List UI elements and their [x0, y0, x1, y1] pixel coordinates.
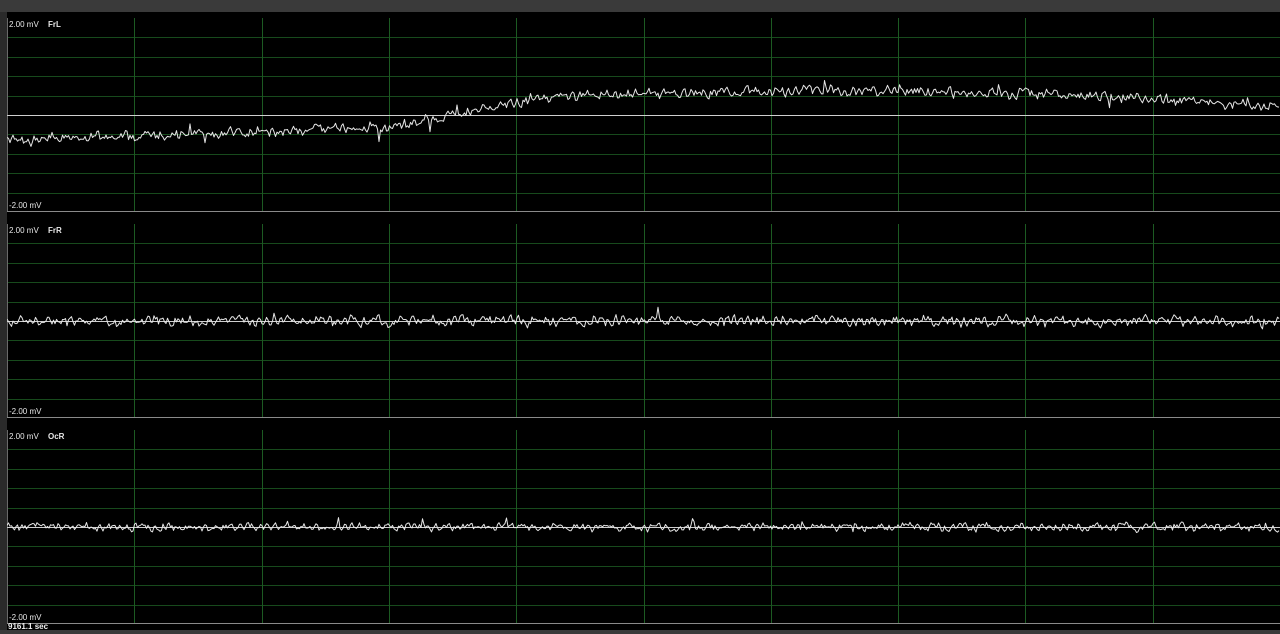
scale-top-label: 2.00 mV: [9, 226, 39, 235]
channel-trace-plot: [7, 430, 1280, 624]
eeg-viewer[interactable]: 2.00 mV FrL -2.00 mV 2.00 mV FrR -2.00 m…: [7, 12, 1280, 630]
eeg-trace: [7, 517, 1280, 533]
time-readout: 9161.1 sec: [8, 622, 49, 631]
channel-panel-ocr[interactable]: 2.00 mV OcR -2.00 mV: [7, 430, 1280, 624]
scale-bottom-label: -2.00 mV: [9, 613, 42, 622]
channel-panel-frl[interactable]: 2.00 mV FrL -2.00 mV: [7, 18, 1280, 212]
window-top-bar: [0, 0, 1280, 12]
scale-bottom-label: -2.00 mV: [9, 407, 42, 416]
scale-bottom-label: -2.00 mV: [9, 201, 42, 210]
eeg-trace: [7, 306, 1280, 330]
scale-top-label: 2.00 mV: [9, 432, 39, 441]
horizontal-gridlines: [7, 243, 1280, 400]
channel-trace-plot: [7, 18, 1280, 212]
window-bottom-bar: [0, 630, 1280, 634]
channel-trace-plot: [7, 224, 1280, 418]
scale-top-label: 2.00 mV: [9, 20, 39, 29]
channel-panel-frr[interactable]: 2.00 mV FrR -2.00 mV: [7, 224, 1280, 418]
channel-name-label: OcR: [48, 432, 65, 441]
eeg-trace: [7, 80, 1280, 147]
channel-name-label: FrL: [48, 20, 61, 29]
channel-name-label: FrR: [48, 226, 62, 235]
